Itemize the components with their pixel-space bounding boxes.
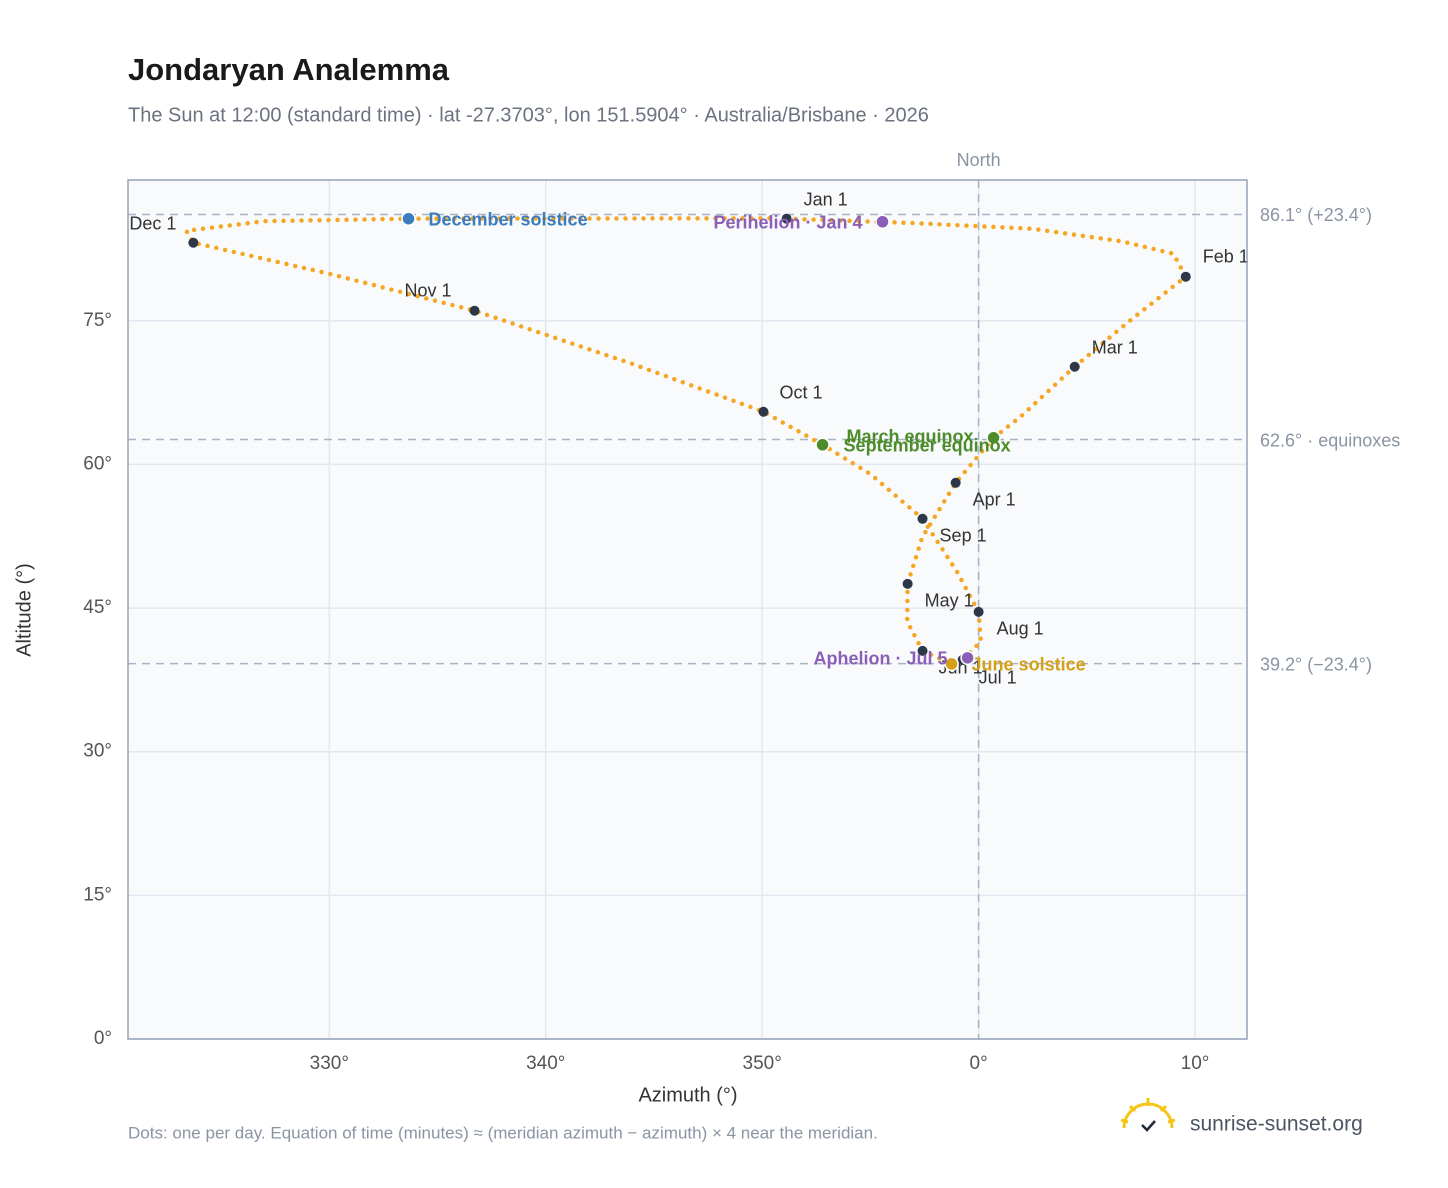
reference-label: 62.6° · equinoxes <box>1260 430 1400 450</box>
month-label: Jul 1 <box>979 668 1017 688</box>
y-tick-label: 75° <box>83 310 112 331</box>
month-label: Sep 1 <box>940 526 987 546</box>
event-marker <box>815 437 830 453</box>
month-marker <box>781 213 792 224</box>
y-tick-label: 60° <box>83 453 112 474</box>
month-marker <box>973 606 984 617</box>
month-marker <box>950 477 961 488</box>
event-label: Perihelion · Jan 4 <box>713 213 862 233</box>
event-marker <box>875 214 890 230</box>
chart-title: Jondaryan Analemma <box>128 52 450 87</box>
month-label: Apr 1 <box>973 490 1016 510</box>
month-label: Dec 1 <box>129 213 176 233</box>
brand-logo <box>1120 1098 1176 1132</box>
y-tick-label: 15° <box>83 884 112 905</box>
month-label: Oct 1 <box>779 382 822 402</box>
x-tick-label: 0° <box>970 1053 988 1074</box>
y-axis-title: Altitude (°) <box>13 563 35 657</box>
x-tick-label: 10° <box>1181 1053 1210 1074</box>
month-label: Feb 1 <box>1203 246 1249 266</box>
month-label: Nov 1 <box>405 280 452 300</box>
month-label: May 1 <box>925 591 974 611</box>
month-marker <box>917 513 928 524</box>
chart-subtitle: The Sun at 12:00 (standard time) · lat -… <box>128 104 929 126</box>
y-tick-label: 45° <box>83 597 112 618</box>
month-marker <box>758 406 769 417</box>
footnote: Dots: one per day. Equation of time (min… <box>128 1123 878 1142</box>
meridian-label: North <box>957 150 1001 170</box>
month-marker <box>902 578 913 589</box>
event-label: December solstice <box>429 209 588 229</box>
month-marker <box>469 305 480 316</box>
plot-frame <box>127 179 1248 1040</box>
x-tick-label: 340° <box>526 1053 565 1074</box>
brand-name: sunrise-sunset.org <box>1190 1113 1363 1136</box>
month-marker <box>1069 361 1080 372</box>
month-label: Jan 1 <box>804 189 848 209</box>
month-label: Aug 1 <box>997 619 1044 639</box>
month-label: Mar 1 <box>1092 337 1138 357</box>
event-label: Aphelion · Jul 5 <box>814 649 948 669</box>
event-label: March equinox <box>847 427 974 447</box>
x-tick-label: 330° <box>310 1053 349 1074</box>
event-label: June solstice <box>972 655 1086 675</box>
y-tick-label: 30° <box>83 741 112 762</box>
event-marker <box>986 430 1001 446</box>
event-marker <box>960 650 975 666</box>
reference-label: 39.2° (−23.4°) <box>1260 654 1372 674</box>
month-marker <box>188 237 199 248</box>
reference-label: 86.1° (+23.4°) <box>1260 205 1372 225</box>
plot-area <box>128 180 1247 1039</box>
month-marker <box>917 645 928 656</box>
x-tick-label: 350° <box>743 1053 782 1074</box>
event-marker <box>944 656 959 672</box>
event-label: September equinox <box>844 436 1011 456</box>
event-marker <box>401 211 416 226</box>
x-axis-title: Azimuth (°) <box>638 1084 737 1106</box>
month-marker <box>1180 271 1191 282</box>
y-tick-label: 0° <box>94 1028 112 1049</box>
